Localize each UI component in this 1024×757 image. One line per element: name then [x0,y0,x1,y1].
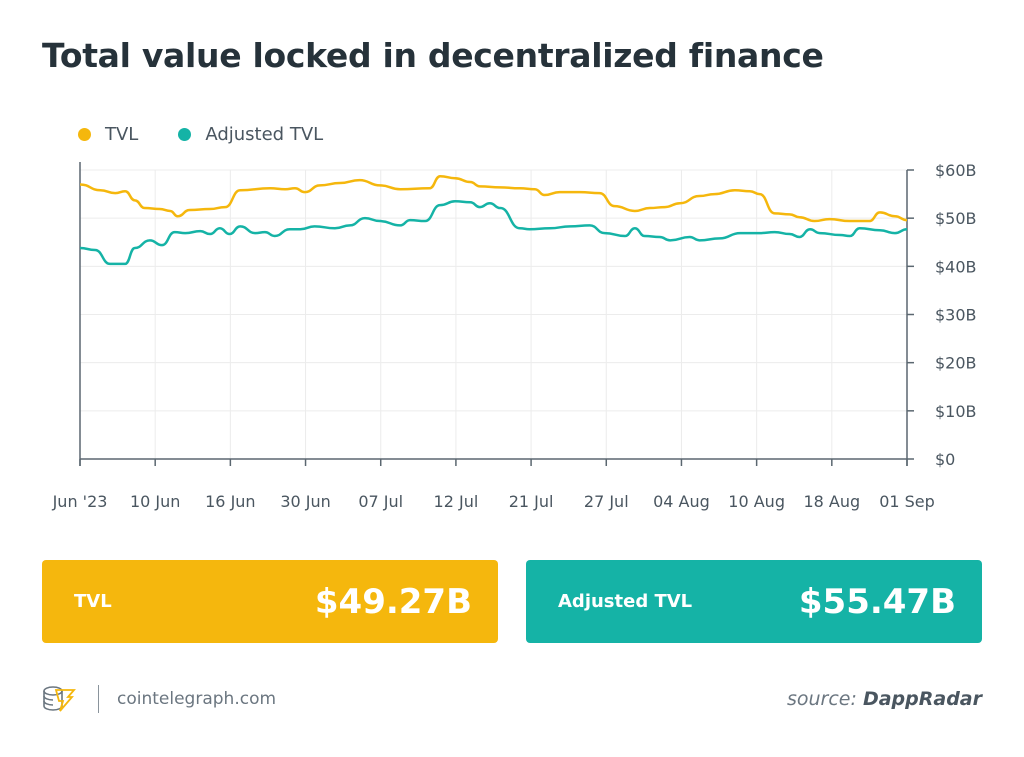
source-name: DappRadar [862,688,982,710]
x-tick-label: 04 Aug [653,492,710,511]
x-tick-label: 07 Jul [358,492,403,511]
legend-label: Adjusted TVL [205,124,324,145]
x-tick-label: 10 Jun [130,492,180,511]
tvl-series-line [79,175,908,223]
x-tick-label: 21 Jul [509,492,554,511]
x-tick-label: 01 Sep [879,492,935,511]
tvl-card: TVL $49.27B [42,560,498,643]
x-tick-label: 12 Jul [434,492,479,511]
legend: TVL Adjusted TVL [78,124,323,145]
source-credit: source: DappRadar [787,688,982,710]
y-tick-label: $60B [935,161,977,180]
adjusted-tvl-card: Adjusted TVL $55.47B [526,560,982,643]
chart-title: Total value locked in decentralized fina… [42,36,824,75]
source-prefix: source: [786,688,857,710]
legend-label: TVL [105,124,139,145]
line-chart: $0 $10B $20B $30B $40B $50B $60B Jun '23 10 Jun 1… [52,161,977,511]
cointelegraph-logo-icon [43,686,76,712]
legend-item-adjusted-tvl: Adjusted TVL [178,124,323,145]
divider [98,685,99,713]
y-tick-label: $50B [935,209,977,228]
legend-item-tvl: TVL [78,124,138,145]
y-tick-label: $20B [935,354,977,373]
x-tick-label: 10 Aug [728,492,785,511]
x-tick-label: 30 Jun [280,492,330,511]
x-tick-label: 16 Jun [205,492,255,511]
y-tick-label: $40B [935,257,977,276]
x-tick-label: Jun '23 [52,492,108,511]
footer: cointelegraph.com [42,684,276,714]
legend-dot-adjusted [178,128,192,141]
y-tick-label: $0 [935,450,955,469]
y-tick-label: $30B [935,306,977,325]
x-tick-label: 27 Jul [584,492,629,511]
tvl-card-label: TVL [74,591,112,612]
adjusted-tvl-card-label: Adjusted TVL [558,591,693,612]
x-tick-label: 18 Aug [803,492,860,511]
adjusted-tvl-card-value: $55.47B [798,581,956,622]
adjusted-tvl-series-line [79,200,908,266]
legend-dot-tvl [78,128,91,141]
y-tick-label: $10B [935,402,977,421]
tvl-card-value: $49.27B [314,581,472,622]
site-name: cointelegraph.com [117,689,277,709]
